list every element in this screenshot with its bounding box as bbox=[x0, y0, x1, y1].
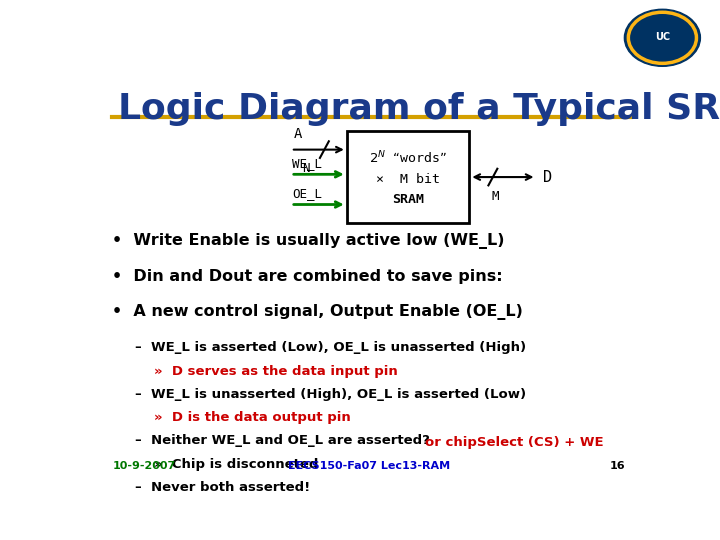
Text: »  Chip is disconneted: » Chip is disconneted bbox=[154, 458, 318, 471]
Circle shape bbox=[624, 9, 701, 66]
Text: •  A new control signal, Output Enable (OE_L): • A new control signal, Output Enable (O… bbox=[112, 304, 523, 320]
Text: A: A bbox=[294, 127, 302, 141]
Text: –  Never both asserted!: – Never both asserted! bbox=[135, 481, 310, 494]
Text: 10-9-2007: 10-9-2007 bbox=[112, 462, 176, 471]
Text: OE_L: OE_L bbox=[292, 187, 322, 200]
Text: D: D bbox=[543, 170, 552, 185]
Text: –  WE_L is unasserted (High), OE_L is asserted (Low): – WE_L is unasserted (High), OE_L is ass… bbox=[135, 388, 526, 401]
Text: ×  M bit: × M bit bbox=[376, 173, 440, 186]
Text: •  Write Enable is usually active low (WE_L): • Write Enable is usually active low (WE… bbox=[112, 233, 505, 249]
Text: »  D serves as the data input pin: » D serves as the data input pin bbox=[154, 364, 398, 377]
Text: »  D is the data output pin: » D is the data output pin bbox=[154, 411, 351, 424]
Text: or chipSelect (CS) + WE: or chipSelect (CS) + WE bbox=[425, 436, 603, 449]
Text: UC: UC bbox=[654, 32, 670, 42]
Text: –  Neither WE_L and OE_L are asserted?: – Neither WE_L and OE_L are asserted? bbox=[135, 435, 430, 448]
Text: –  WE_L is asserted (Low), OE_L is unasserted (High): – WE_L is asserted (Low), OE_L is unasse… bbox=[135, 341, 526, 354]
Text: 16: 16 bbox=[610, 462, 626, 471]
Text: $2^N$ “words”: $2^N$ “words” bbox=[369, 150, 447, 167]
Text: M: M bbox=[491, 190, 499, 202]
Text: WE_L: WE_L bbox=[292, 157, 322, 170]
Text: EECS150-Fa07 Lec13-RAM: EECS150-Fa07 Lec13-RAM bbox=[288, 462, 450, 471]
Bar bbox=[347, 131, 469, 223]
Text: SRAM: SRAM bbox=[392, 193, 424, 206]
Text: N: N bbox=[302, 162, 310, 175]
Text: Logic Diagram of a Typical SRAM: Logic Diagram of a Typical SRAM bbox=[118, 92, 720, 126]
Text: •  Din and Dout are combined to save pins:: • Din and Dout are combined to save pins… bbox=[112, 268, 503, 284]
